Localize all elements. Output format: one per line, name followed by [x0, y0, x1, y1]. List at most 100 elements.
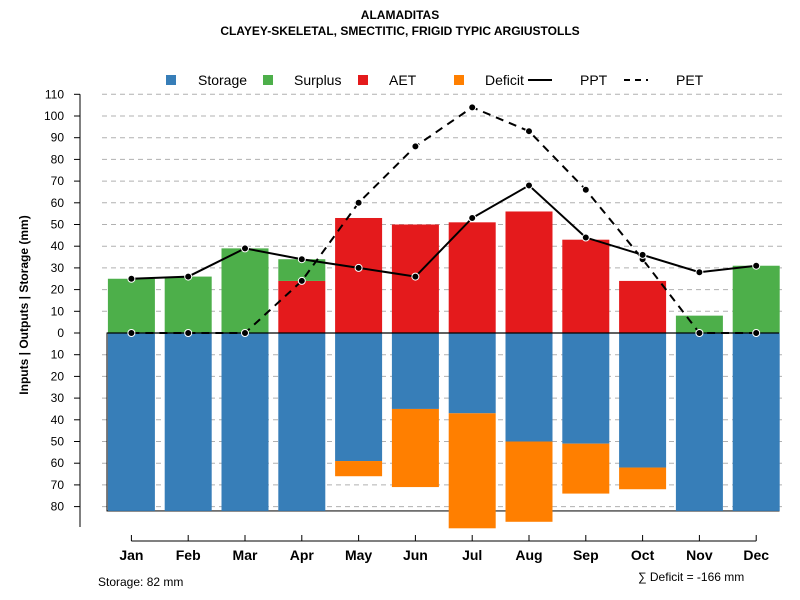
y-tick-label: 20: [51, 369, 65, 383]
y-tick-label: 60: [51, 196, 65, 210]
x-tick-label: Jan: [119, 547, 143, 563]
ppt-point: [411, 272, 420, 281]
y-tick-label: 50: [51, 435, 65, 449]
pet-point: [581, 185, 590, 194]
x-tick-label: Apr: [290, 547, 315, 563]
y-axis-label: Inputs | Outputs | Storage (mm): [17, 215, 31, 394]
pet-point: [525, 127, 533, 136]
storage-bar: [164, 333, 212, 511]
storage-bar: [278, 333, 326, 511]
legend-swatch: [166, 75, 176, 85]
y-tick-label: 80: [51, 500, 65, 514]
y-tick-label: 110: [45, 87, 64, 101]
y-tick-label: 10: [51, 304, 65, 318]
surplus-bar: [221, 248, 269, 333]
storage-bar: [732, 333, 780, 511]
ppt-point: [241, 244, 249, 253]
ppt-point: [525, 181, 533, 190]
surplus-bar: [675, 315, 723, 333]
x-tick-label: Nov: [686, 547, 713, 563]
deficit-bar: [562, 443, 610, 494]
storage-footnote: Storage: 82 mm: [98, 575, 184, 589]
surplus-bar: [732, 265, 780, 333]
ppt-line: [131, 184, 757, 280]
legend-label: Surplus: [294, 72, 341, 88]
y-tick-label: 80: [51, 152, 65, 166]
ppt-point: [127, 274, 136, 283]
y-tick-label: 20: [51, 283, 65, 297]
ppt-point: [184, 272, 193, 281]
ppt-point: [581, 233, 590, 242]
x-tick-label: Dec: [743, 547, 769, 563]
storage-bar: [107, 333, 155, 511]
x-tick-label: Jul: [462, 547, 482, 563]
pet-point: [752, 329, 761, 337]
legend-swatch: [263, 75, 273, 85]
y-tick-label: 100: [44, 109, 64, 123]
chart-subtitle: CLAYEY-SKELETAL, SMECTITIC, FRIGID TYPIC…: [220, 24, 580, 38]
x-tick-label: May: [345, 547, 372, 563]
y-tick-label: 70: [51, 174, 65, 188]
storage-bar: [221, 333, 269, 511]
x-tick-label: Mar: [233, 547, 258, 563]
legend-label: PET: [676, 72, 704, 88]
aet-bar: [278, 280, 326, 333]
storage-bar: [562, 333, 610, 444]
storage-bar: [448, 333, 496, 414]
aet-bar: [562, 239, 610, 333]
surplus-bar: [164, 276, 212, 333]
aet-bar: [505, 211, 553, 333]
ppt-point: [638, 250, 647, 259]
legend-label: Storage: [198, 72, 247, 88]
legend-label: Deficit: [485, 72, 524, 88]
ppt-point: [752, 261, 761, 270]
legend-label: AET: [389, 72, 417, 88]
deficit-bar: [335, 461, 383, 477]
storage-bar: [335, 333, 383, 462]
storage-bar: [675, 333, 723, 511]
y-tick-label: 40: [51, 413, 65, 427]
pet-line: [131, 106, 757, 334]
pet-point: [184, 329, 193, 337]
y-tick-label: 50: [51, 218, 65, 232]
surplus-bar: [107, 278, 155, 333]
legend-label: PPT: [580, 72, 608, 88]
x-tick-label: Sep: [573, 547, 599, 563]
y-tick-label: 60: [51, 456, 65, 470]
ppt-point: [297, 255, 306, 264]
deficit-footnote: ∑ Deficit = -166 mm: [638, 570, 745, 584]
pet-point: [354, 198, 363, 207]
deficit-bar: [448, 413, 496, 529]
legend-swatch: [358, 75, 368, 85]
legend-swatch: [454, 75, 464, 85]
y-tick-label: 40: [51, 239, 65, 253]
storage-bar: [505, 333, 553, 442]
aet-bar: [619, 280, 667, 333]
storage-bar: [619, 333, 667, 468]
deficit-bar: [619, 467, 667, 490]
aet-bar: [448, 222, 496, 333]
ppt-point: [695, 268, 704, 277]
x-tick-label: Aug: [515, 547, 542, 563]
pet-point: [297, 276, 306, 285]
x-tick-label: Jun: [403, 547, 428, 563]
y-tick-label: 30: [51, 391, 65, 405]
pet-point: [241, 329, 249, 337]
chart-title: ALAMADITAS: [360, 8, 440, 22]
y-tick-label: 30: [51, 261, 65, 275]
ppt-point: [468, 213, 477, 222]
y-tick-label: 70: [51, 478, 65, 492]
pet-point: [127, 329, 136, 337]
pet-point: [411, 142, 420, 151]
x-tick-label: Feb: [176, 547, 201, 563]
aet-bar: [335, 217, 383, 333]
pet-point: [468, 103, 477, 112]
x-tick-label: Oct: [631, 547, 655, 563]
pet-point: [695, 329, 704, 337]
deficit-bar: [505, 441, 553, 522]
deficit-bar: [391, 408, 439, 488]
y-tick-label: 0: [57, 326, 64, 340]
ppt-point: [354, 263, 363, 272]
y-tick-label: 90: [51, 131, 65, 145]
